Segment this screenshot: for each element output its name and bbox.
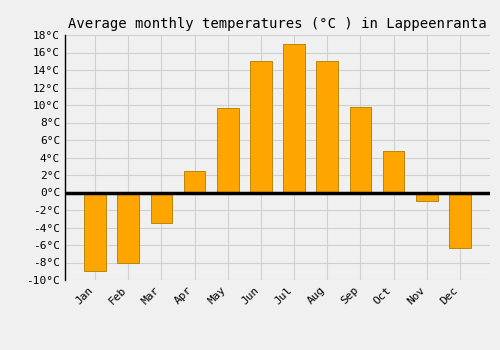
Bar — [250, 61, 272, 193]
Bar — [84, 193, 106, 271]
Bar — [284, 44, 305, 193]
Bar — [449, 193, 470, 248]
Bar — [316, 61, 338, 193]
Bar — [118, 193, 139, 262]
Bar — [383, 151, 404, 192]
Bar — [416, 193, 438, 201]
Bar — [184, 171, 206, 192]
Bar — [150, 193, 172, 223]
Bar — [217, 108, 238, 192]
Bar — [350, 107, 371, 192]
Title: Average monthly temperatures (°C ) in Lappeenranta: Average monthly temperatures (°C ) in La… — [68, 17, 487, 31]
